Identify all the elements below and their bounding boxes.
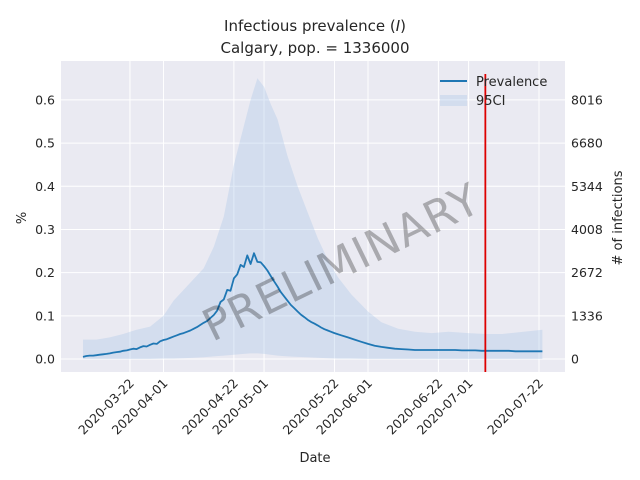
- y-tick-label: 0.0: [35, 352, 55, 367]
- y-axis-label: %: [15, 212, 30, 224]
- y2-tick-label: 4008: [571, 222, 603, 237]
- y2-tick-label: 0: [571, 352, 579, 367]
- y2-tick-label: 1336: [571, 308, 603, 323]
- legend-label-prevalence: Prevalence: [476, 75, 547, 90]
- legend: Prevalence 95CI: [440, 75, 547, 109]
- grid: [61, 61, 565, 372]
- chart-title: Infectious prevalence (I): [224, 17, 406, 35]
- x-tick-label: 2020-07-22: [484, 376, 546, 438]
- y-tick-label: 0.3: [35, 222, 55, 237]
- y-tick-label: 0.1: [35, 308, 55, 323]
- prevalence-line: [82, 252, 543, 358]
- y2-tick-label: 6680: [571, 136, 603, 151]
- y-tick-label: 0.2: [35, 265, 55, 280]
- y2-tick-label: 5344: [571, 179, 603, 194]
- y2-axis-ticks: 0 1336 2672 4008 5344 6680 8016: [571, 92, 603, 366]
- y-tick-label: 0.5: [35, 136, 55, 151]
- y-tick-label: 0.6: [35, 92, 55, 107]
- y-axis-ticks: 0.0 0.1 0.2 0.3 0.4 0.5 0.6: [35, 92, 55, 366]
- y2-tick-label: 8016: [571, 92, 603, 107]
- legend-swatch-95ci: [440, 95, 467, 106]
- y-tick-label: 0.4: [35, 179, 55, 194]
- y2-tick-label: 2672: [571, 265, 603, 280]
- ci-band: [83, 78, 543, 360]
- x-axis-label: Date: [299, 451, 330, 466]
- plot-area: [61, 61, 565, 372]
- legend-label-95ci: 95CI: [476, 94, 505, 109]
- y2-axis-label: # of infections: [611, 170, 626, 265]
- chart-subtitle: Calgary, pop. = 1336000: [220, 39, 409, 57]
